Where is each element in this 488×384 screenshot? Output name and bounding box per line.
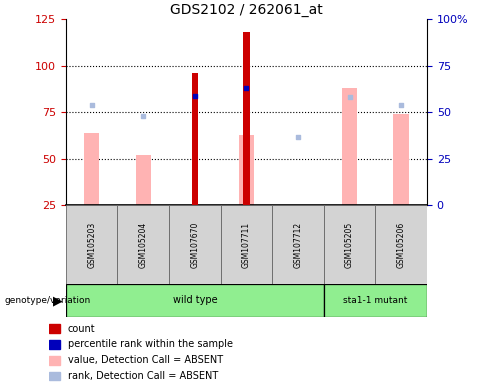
Text: wild type: wild type (173, 295, 217, 306)
Bar (393, 114, 409, 205)
Bar (244, 32, 249, 205)
Text: rank, Detection Call = ABSENT: rank, Detection Call = ABSENT (68, 371, 218, 381)
Bar (192, 73, 198, 205)
Point (191, 93, 199, 99)
Point (140, 113, 147, 119)
Bar (49, 340, 60, 349)
Bar (239, 135, 254, 205)
Text: ▶: ▶ (53, 294, 62, 307)
Bar (375, 205, 427, 284)
Bar (272, 205, 324, 284)
Bar (221, 205, 272, 284)
Point (346, 94, 353, 101)
Text: genotype/variation: genotype/variation (5, 296, 91, 305)
Bar (66, 284, 324, 317)
Bar (324, 284, 427, 317)
Bar (49, 324, 60, 333)
Bar (84, 133, 100, 205)
Bar (49, 356, 60, 364)
Text: GSM105204: GSM105204 (139, 222, 148, 268)
Point (294, 134, 302, 140)
Point (88, 102, 96, 108)
Text: count: count (68, 324, 95, 334)
Text: GSM107712: GSM107712 (293, 222, 303, 268)
Text: GSM107711: GSM107711 (242, 222, 251, 268)
Text: value, Detection Call = ABSENT: value, Detection Call = ABSENT (68, 355, 223, 365)
Bar (342, 88, 357, 205)
Bar (169, 205, 221, 284)
Text: GSM107670: GSM107670 (190, 222, 200, 268)
Text: GSM105203: GSM105203 (87, 222, 96, 268)
Text: sta1-1 mutant: sta1-1 mutant (343, 296, 407, 305)
Point (397, 102, 405, 108)
Bar (66, 205, 118, 284)
Bar (118, 205, 169, 284)
Bar (49, 372, 60, 381)
Text: percentile rank within the sample: percentile rank within the sample (68, 339, 233, 349)
Text: GSM105206: GSM105206 (397, 222, 406, 268)
Title: GDS2102 / 262061_at: GDS2102 / 262061_at (170, 3, 323, 17)
Bar (136, 155, 151, 205)
Point (243, 85, 250, 91)
Bar (324, 205, 375, 284)
Text: GSM105205: GSM105205 (345, 222, 354, 268)
